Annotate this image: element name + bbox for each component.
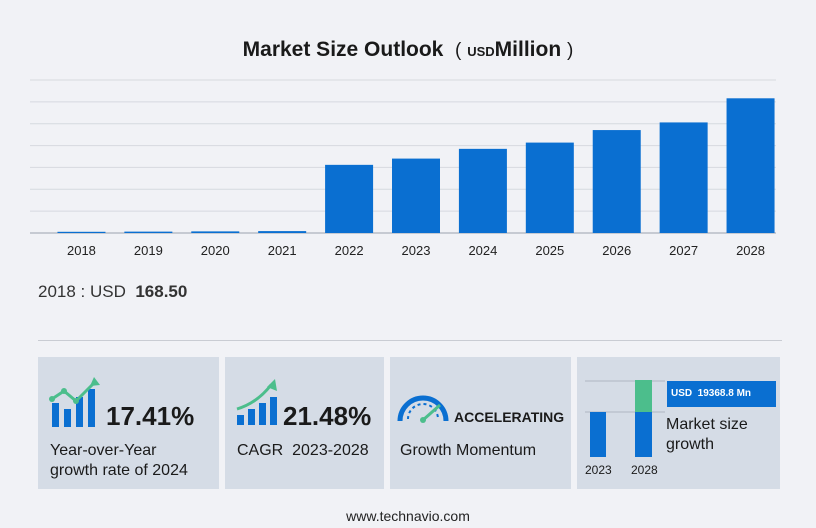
bar-2024 — [458, 148, 507, 233]
base-year-amount: 168.50 — [135, 282, 188, 301]
title-currency: USD — [467, 44, 495, 59]
bar-2022 — [325, 164, 374, 233]
yoy-label-line1: Year-over-Year — [50, 442, 157, 459]
bar-2027 — [659, 122, 708, 233]
title-close-paren: ) — [567, 40, 574, 61]
x-tick-2018: 2018 — [67, 243, 96, 258]
rising-bars-icon — [236, 379, 277, 425]
chart-title: Market Size Outlook ( USDMillion ) — [0, 38, 816, 62]
market-size-label-line2: growth — [666, 436, 715, 453]
bar-2025 — [525, 142, 574, 233]
mini-year-start: 2023 — [585, 463, 612, 477]
footer-url: www.technavio.com — [346, 508, 470, 524]
bar-2020 — [191, 231, 240, 233]
x-tick-2027: 2027 — [669, 243, 698, 258]
momentum-label: Growth Momentum — [400, 442, 537, 459]
yoy-growth-card: 17.41% Year-over-Year growth rate of 202… — [38, 357, 219, 489]
mini-year-end: 2028 — [631, 463, 658, 477]
x-tick-2028: 2028 — [736, 243, 765, 258]
cagr-card: 21.48% CAGR 2023-2028 — [225, 357, 384, 489]
bar-2021 — [258, 231, 307, 233]
yoy-growth-value: 17.41% — [106, 401, 195, 431]
base-year-value: 2018 : USD 168.50 — [38, 282, 187, 302]
bar-chart: 2018 2019 2020 2021 2022 2023 2024 2025 2026 2027… — [30, 79, 776, 258]
growth-chart-icon — [49, 377, 100, 427]
market-size-label-line1: Market size — [666, 416, 748, 433]
x-tick-2024: 2024 — [468, 243, 497, 258]
market-size-tag: USD 19368.8 Mn — [667, 381, 776, 407]
x-tick-2023: 2023 — [402, 243, 431, 258]
bar-2023 — [392, 158, 440, 233]
speedometer-icon — [397, 395, 449, 423]
cagr-value: 21.48% — [283, 401, 372, 431]
yoy-label-line2: growth rate of 2024 — [50, 462, 188, 479]
cagr-label: CAGR 2023-2028 — [237, 442, 369, 459]
x-tick-2022: 2022 — [335, 243, 364, 258]
base-year-label: 2018 : USD — [38, 282, 126, 301]
x-tick-2021: 2021 — [268, 243, 297, 258]
bar-2019 — [124, 231, 173, 233]
section-divider — [38, 340, 782, 341]
x-tick-2026: 2026 — [602, 243, 631, 258]
title-main: Market Size Outlook — [242, 38, 444, 61]
market-size-card: USD 19368.8 Mn Market size growth 2023 2… — [577, 357, 780, 489]
mini-bar-icon — [585, 380, 665, 457]
x-tick-2025: 2025 — [535, 243, 564, 258]
title-open-paren: ( — [455, 40, 462, 61]
title-unit: Million — [494, 38, 562, 61]
momentum-card: ACCELERATING Growth Momentum — [390, 357, 571, 489]
market-size-tag-text: USD 19368.8 Mn — [671, 388, 752, 399]
bar-2018 — [57, 231, 106, 233]
bar-2028 — [726, 98, 775, 233]
bar-2026 — [592, 130, 641, 233]
x-tick-2019: 2019 — [134, 243, 163, 258]
x-tick-2020: 2020 — [201, 243, 230, 258]
momentum-value: ACCELERATING — [454, 409, 565, 425]
